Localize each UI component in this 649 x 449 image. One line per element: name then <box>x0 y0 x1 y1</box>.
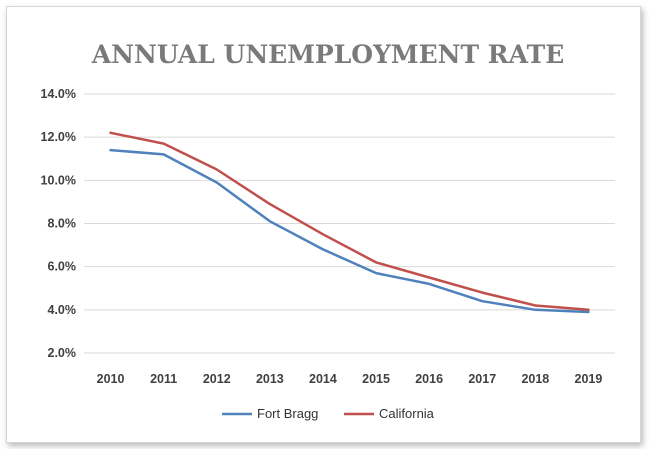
y-tick-label: 10.0% <box>41 173 76 187</box>
chart-title: ANNUAL UNEMPLOYMENT RATE <box>91 40 565 69</box>
x-tick-label: 2014 <box>309 372 337 386</box>
y-axis-ticks: 14.0% 12.0% 10.0% 8.0% 6.0% 4.0% 2.0% <box>41 87 76 360</box>
x-tick-label: 2010 <box>97 372 125 386</box>
y-tick-label: 14.0% <box>41 87 76 101</box>
series-lines <box>109 131 590 314</box>
x-tick-label: 2017 <box>468 372 496 386</box>
y-tick-label: 2.0% <box>48 346 77 360</box>
x-tick-label: 2015 <box>362 372 390 386</box>
legend-label-fort-bragg: Fort Bragg <box>257 406 318 421</box>
x-tick-label: 2013 <box>256 372 284 386</box>
x-tick-label: 2016 <box>415 372 443 386</box>
x-axis-ticks: 2010 2011 2012 2013 2014 2015 2016 2017 2018 2019 <box>97 372 603 386</box>
x-tick-label: 2011 <box>150 372 177 386</box>
legend: Fort Bragg California <box>222 406 435 421</box>
x-tick-label: 2019 <box>575 372 603 386</box>
y-tick-label: 6.0% <box>48 260 77 274</box>
x-tick-label: 2018 <box>521 372 549 386</box>
chart-frame <box>6 6 641 443</box>
y-tick-label: 12.0% <box>41 130 76 144</box>
gridlines <box>84 93 615 354</box>
x-tick-label: 2012 <box>203 372 231 386</box>
legend-label-california: California <box>379 406 435 421</box>
series-line-fort-bragg <box>109 148 590 314</box>
y-tick-label: 4.0% <box>48 303 77 317</box>
series-line-california <box>109 131 590 312</box>
y-tick-label: 8.0% <box>48 217 77 231</box>
